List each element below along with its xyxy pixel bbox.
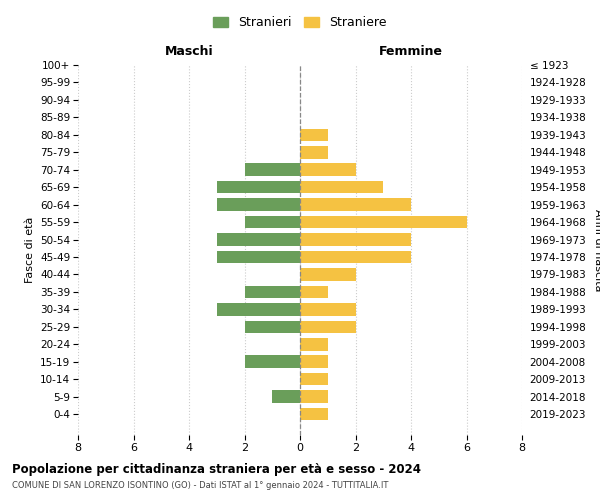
Bar <box>272 390 300 403</box>
Bar <box>217 198 300 211</box>
Bar <box>245 164 300 176</box>
Y-axis label: Fasce di età: Fasce di età <box>25 217 35 283</box>
Bar <box>300 408 328 420</box>
Legend: Stranieri, Straniere: Stranieri, Straniere <box>208 11 392 34</box>
Bar <box>300 146 328 158</box>
Bar <box>300 128 328 141</box>
Text: Popolazione per cittadinanza straniera per età e sesso - 2024: Popolazione per cittadinanza straniera p… <box>12 462 421 475</box>
Bar <box>300 356 328 368</box>
Bar <box>300 373 328 386</box>
Bar <box>300 198 411 211</box>
Bar <box>300 234 411 246</box>
Bar <box>300 250 411 264</box>
Bar <box>245 320 300 333</box>
Text: Femmine: Femmine <box>379 44 443 58</box>
Text: Maschi: Maschi <box>164 44 214 58</box>
Y-axis label: Anni di nascita: Anni di nascita <box>593 209 600 291</box>
Bar <box>217 250 300 264</box>
Bar <box>217 303 300 316</box>
Bar <box>300 216 467 228</box>
Bar <box>245 286 300 298</box>
Bar <box>245 356 300 368</box>
Bar <box>300 303 355 316</box>
Bar <box>300 181 383 194</box>
Bar <box>245 216 300 228</box>
Bar <box>300 320 355 333</box>
Bar <box>300 390 328 403</box>
Bar <box>300 286 328 298</box>
Bar <box>300 338 328 350</box>
Text: COMUNE DI SAN LORENZO ISONTINO (GO) - Dati ISTAT al 1° gennaio 2024 - TUTTITALIA: COMUNE DI SAN LORENZO ISONTINO (GO) - Da… <box>12 481 388 490</box>
Bar <box>217 234 300 246</box>
Bar <box>217 181 300 194</box>
Bar <box>300 164 355 176</box>
Bar <box>300 268 355 281</box>
